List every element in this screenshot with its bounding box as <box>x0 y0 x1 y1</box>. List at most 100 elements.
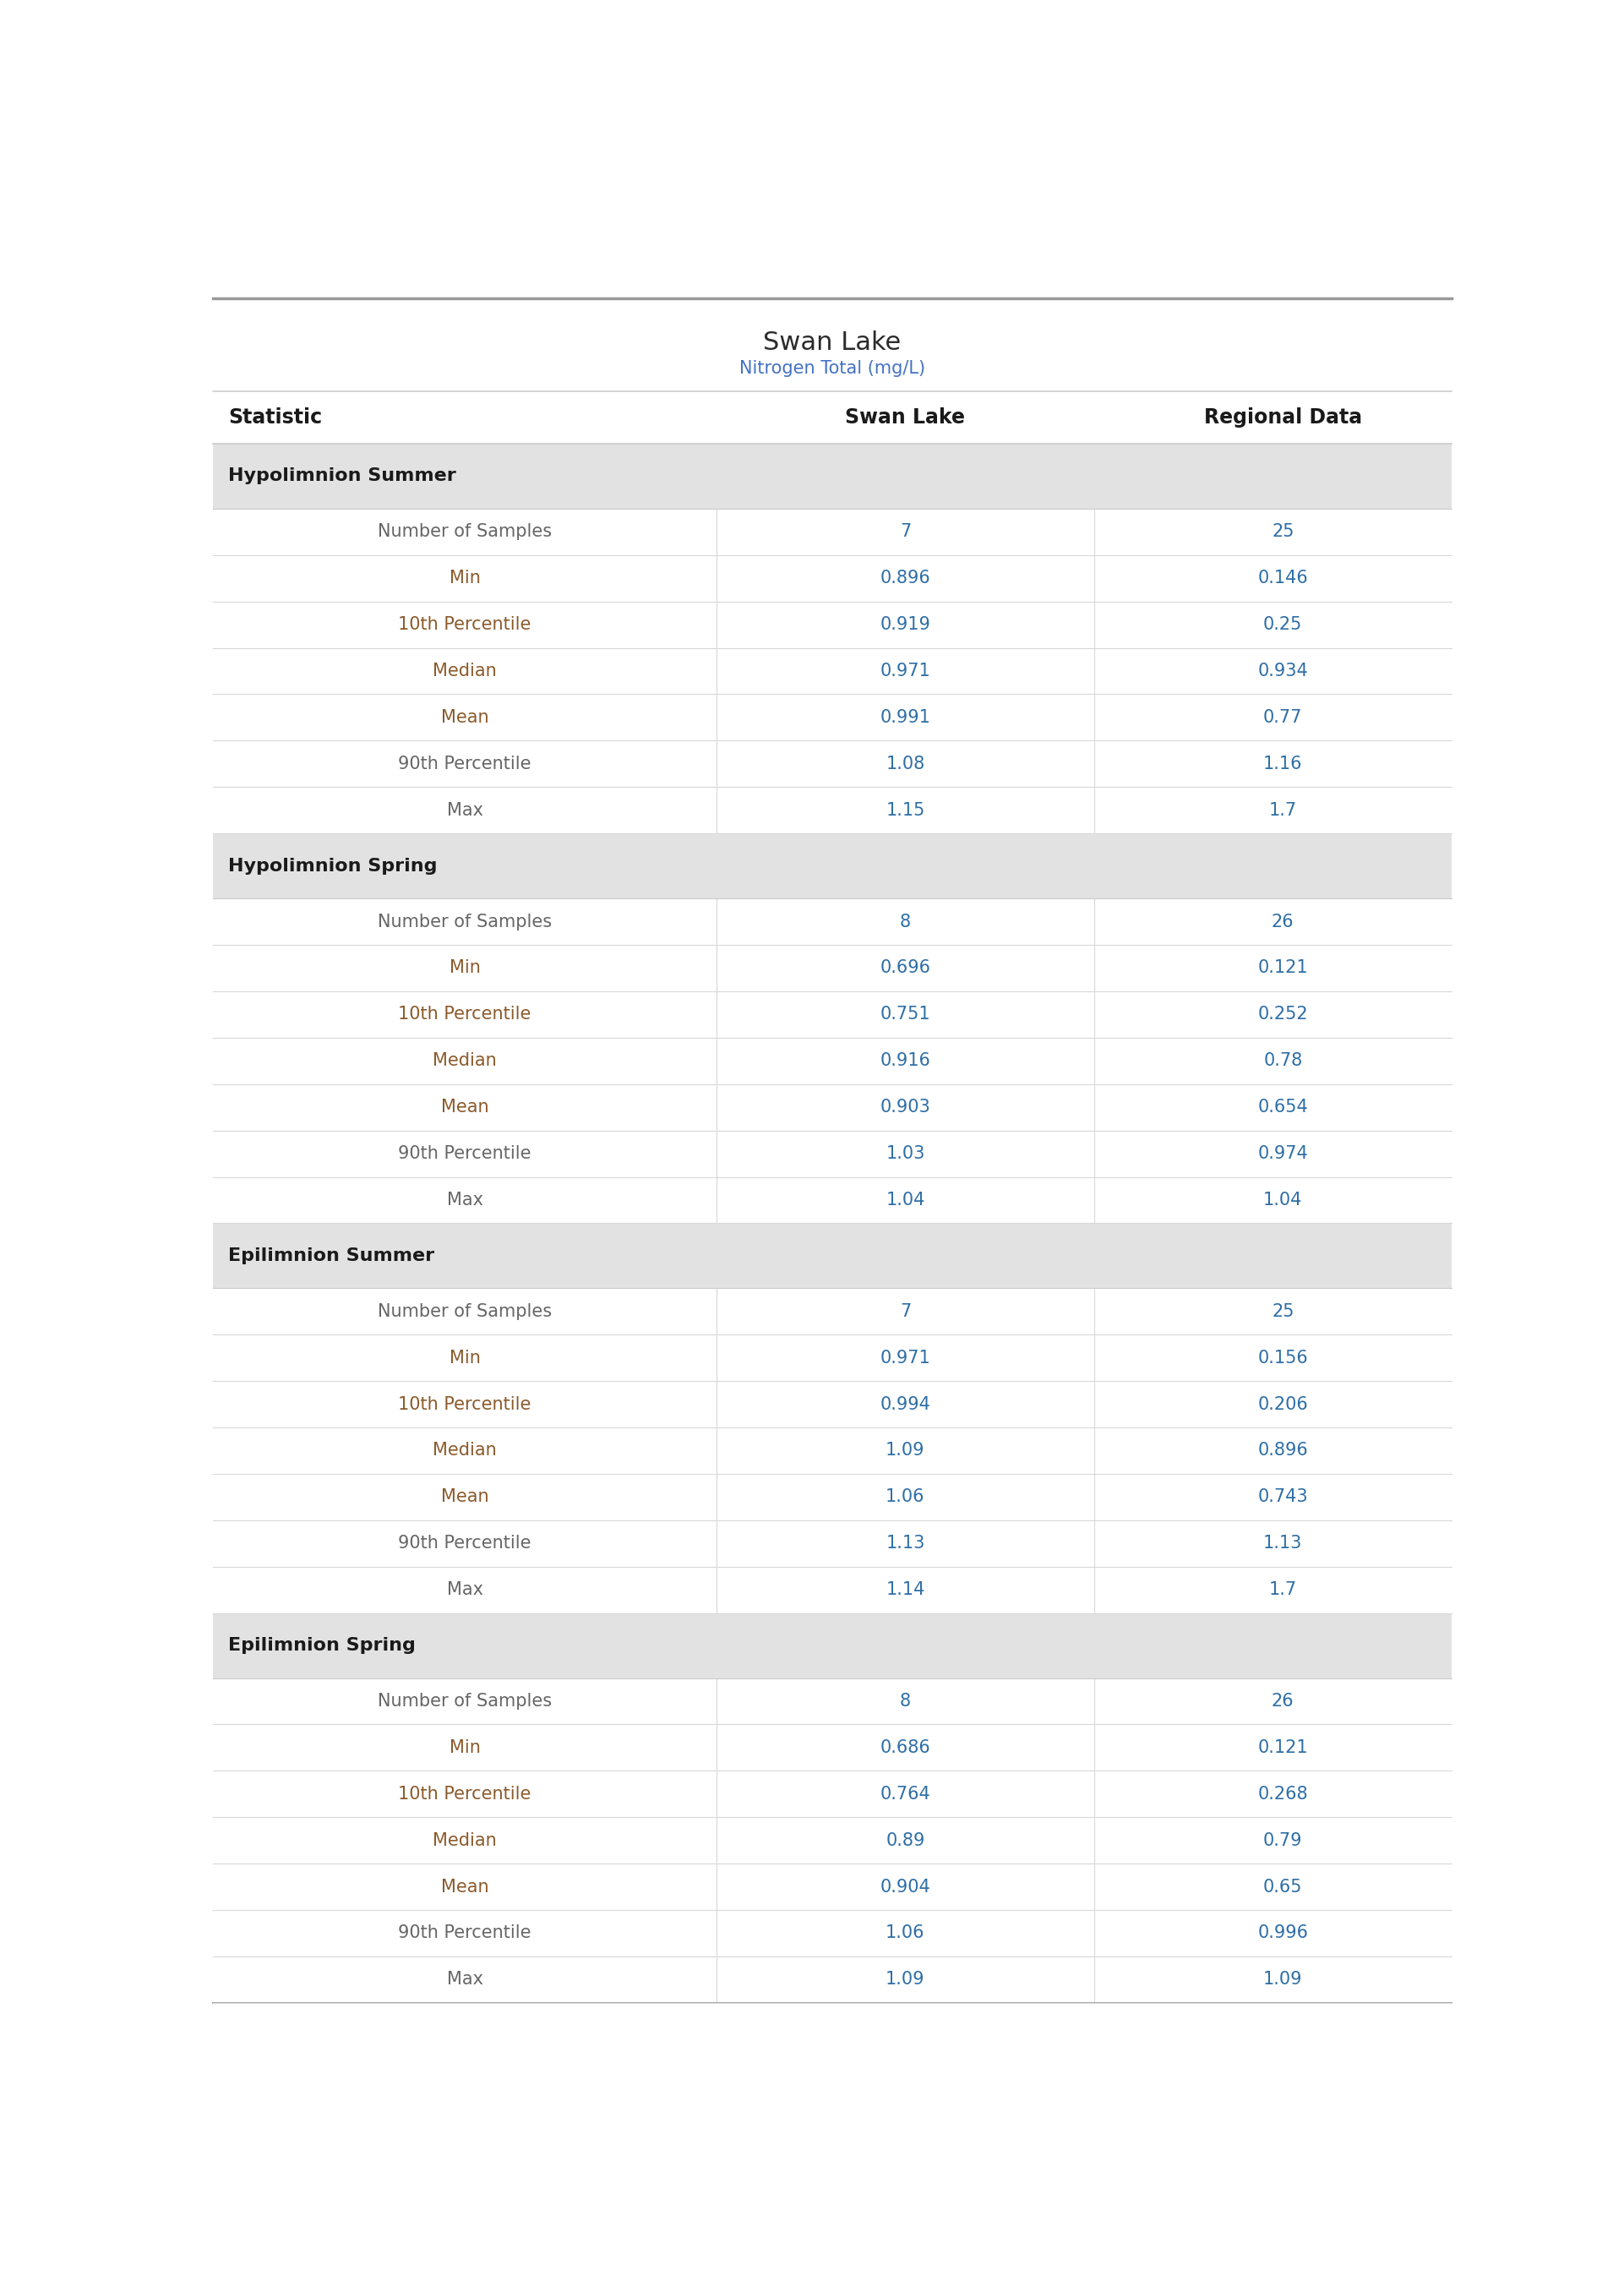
Text: 25: 25 <box>1272 524 1294 540</box>
Text: 0.903: 0.903 <box>880 1099 931 1115</box>
Text: 0.904: 0.904 <box>880 1877 931 1895</box>
Text: 0.77: 0.77 <box>1263 708 1302 726</box>
Bar <box>213 833 1452 899</box>
Text: 1.09: 1.09 <box>1263 1970 1302 1989</box>
Text: Median: Median <box>432 1441 497 1460</box>
Text: 0.991: 0.991 <box>880 708 931 726</box>
Text: Number of Samples: Number of Samples <box>378 524 552 540</box>
Text: 0.121: 0.121 <box>1257 1739 1307 1757</box>
Bar <box>213 443 1452 508</box>
Text: Hypolimnion Spring: Hypolimnion Spring <box>227 858 437 874</box>
Text: 0.252: 0.252 <box>1257 1006 1307 1024</box>
Text: 0.89: 0.89 <box>885 1832 926 1848</box>
Bar <box>213 1566 1452 1614</box>
Text: Median: Median <box>432 1053 497 1069</box>
Bar <box>213 1818 1452 1864</box>
Text: Number of Samples: Number of Samples <box>378 1693 552 1709</box>
Bar <box>213 1037 1452 1085</box>
Text: Mean: Mean <box>440 708 489 726</box>
Bar <box>213 1380 1452 1428</box>
Text: Max: Max <box>447 1582 482 1598</box>
Text: 90th Percentile: 90th Percentile <box>398 1925 531 1941</box>
Text: 8: 8 <box>900 1693 911 1709</box>
Text: 0.65: 0.65 <box>1263 1877 1302 1895</box>
Text: 0.121: 0.121 <box>1257 960 1307 976</box>
Bar <box>213 740 1452 788</box>
Text: 0.268: 0.268 <box>1257 1786 1307 1802</box>
Text: 0.919: 0.919 <box>880 615 931 633</box>
Text: Min: Min <box>450 960 481 976</box>
Text: 10th Percentile: 10th Percentile <box>398 615 531 633</box>
Bar <box>213 1957 1452 2002</box>
Text: Swan Lake: Swan Lake <box>846 406 965 427</box>
Text: Median: Median <box>432 1832 497 1848</box>
Text: 1.13: 1.13 <box>1263 1535 1302 1553</box>
Text: 1.08: 1.08 <box>885 756 924 772</box>
Bar <box>213 647 1452 695</box>
Text: 0.206: 0.206 <box>1257 1396 1307 1412</box>
Bar <box>213 1176 1452 1224</box>
Text: 0.971: 0.971 <box>880 663 931 679</box>
Text: 0.996: 0.996 <box>1257 1925 1309 1941</box>
Text: 0.78: 0.78 <box>1263 1053 1302 1069</box>
Text: Mean: Mean <box>440 1099 489 1115</box>
Text: 0.25: 0.25 <box>1263 615 1302 633</box>
Bar <box>213 1771 1452 1818</box>
Text: 26: 26 <box>1272 913 1294 931</box>
Bar <box>213 992 1452 1037</box>
Bar <box>213 1864 1452 1909</box>
Text: 0.751: 0.751 <box>880 1006 931 1024</box>
Text: 10th Percentile: 10th Percentile <box>398 1786 531 1802</box>
Text: Mean: Mean <box>440 1489 489 1505</box>
Text: 1.16: 1.16 <box>1263 756 1302 772</box>
Bar <box>213 1725 1452 1771</box>
Text: 90th Percentile: 90th Percentile <box>398 756 531 772</box>
Bar <box>213 695 1452 740</box>
Text: 0.764: 0.764 <box>880 1786 931 1802</box>
Text: 0.916: 0.916 <box>880 1053 931 1069</box>
Text: 0.654: 0.654 <box>1257 1099 1307 1115</box>
Text: Epilimnion Spring: Epilimnion Spring <box>227 1637 416 1655</box>
Text: 10th Percentile: 10th Percentile <box>398 1006 531 1024</box>
Text: 1.13: 1.13 <box>885 1535 926 1553</box>
Text: 7: 7 <box>900 1303 911 1319</box>
Bar <box>213 788 1452 833</box>
Text: 0.971: 0.971 <box>880 1348 931 1367</box>
Text: Hypolimnion Summer: Hypolimnion Summer <box>227 468 456 484</box>
Text: Mean: Mean <box>440 1877 489 1895</box>
Text: 0.146: 0.146 <box>1257 570 1307 586</box>
Bar <box>213 1130 1452 1176</box>
Text: Max: Max <box>447 801 482 819</box>
Text: 1.06: 1.06 <box>885 1489 926 1505</box>
Text: 1.14: 1.14 <box>885 1582 926 1598</box>
Text: Statistic: Statistic <box>227 406 322 427</box>
Text: 90th Percentile: 90th Percentile <box>398 1144 531 1162</box>
Bar <box>213 1678 1452 1725</box>
Text: 1.04: 1.04 <box>885 1192 926 1208</box>
Text: 10th Percentile: 10th Percentile <box>398 1396 531 1412</box>
Text: 1.7: 1.7 <box>1268 1582 1298 1598</box>
Bar <box>213 1335 1452 1380</box>
Text: 90th Percentile: 90th Percentile <box>398 1535 531 1553</box>
Text: Regional Data: Regional Data <box>1203 406 1363 427</box>
Text: Epilimnion Summer: Epilimnion Summer <box>227 1246 435 1264</box>
Text: 1.7: 1.7 <box>1268 801 1298 819</box>
Bar <box>213 1909 1452 1957</box>
Bar <box>213 1521 1452 1566</box>
Text: 0.934: 0.934 <box>1257 663 1307 679</box>
Text: 8: 8 <box>900 913 911 931</box>
Text: 1.09: 1.09 <box>885 1970 926 1989</box>
Bar <box>213 1224 1452 1287</box>
Text: 1.15: 1.15 <box>885 801 926 819</box>
Text: 1.09: 1.09 <box>885 1441 926 1460</box>
Text: Max: Max <box>447 1970 482 1989</box>
Bar <box>213 1614 1452 1678</box>
Text: Number of Samples: Number of Samples <box>378 1303 552 1319</box>
Text: Swan Lake: Swan Lake <box>763 329 901 354</box>
Text: Number of Samples: Number of Samples <box>378 913 552 931</box>
Text: 1.04: 1.04 <box>1263 1192 1302 1208</box>
Text: 0.156: 0.156 <box>1257 1348 1307 1367</box>
Bar <box>213 556 1452 602</box>
Text: Min: Min <box>450 1348 481 1367</box>
Bar <box>213 1473 1452 1521</box>
